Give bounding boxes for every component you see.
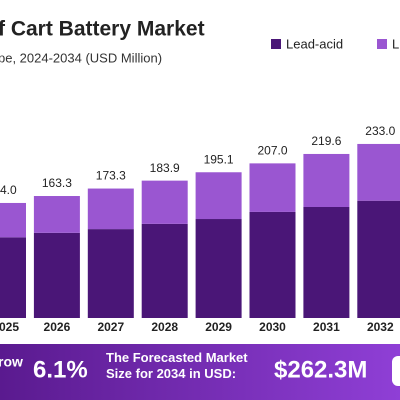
legend-swatch bbox=[377, 39, 387, 49]
x-tick-label: 2028 bbox=[151, 320, 178, 334]
x-tick-label: 2027 bbox=[97, 320, 124, 334]
legend-swatch bbox=[271, 39, 281, 49]
bar-segment bbox=[249, 163, 296, 212]
legend-label: Li bbox=[392, 36, 400, 51]
bar-segment bbox=[303, 206, 350, 318]
bar-segment bbox=[357, 143, 400, 201]
total-label: 219.6 bbox=[311, 134, 341, 148]
bar-segment bbox=[357, 200, 400, 318]
bar-segment bbox=[141, 180, 188, 224]
x-tick-label: 2029 bbox=[205, 320, 232, 334]
x-tick-label: 2030 bbox=[259, 320, 286, 334]
cagr-value: 6.1% bbox=[33, 356, 88, 383]
total-label: 173.3 bbox=[96, 169, 126, 183]
bar-segment bbox=[195, 172, 242, 220]
total-label: 207.0 bbox=[257, 144, 287, 158]
total-label: 4.0 bbox=[0, 183, 17, 197]
cagr-label: row bbox=[0, 354, 23, 370]
chart-title: f Cart Battery Market bbox=[0, 18, 205, 41]
bar-segment bbox=[0, 237, 26, 318]
bar-segment bbox=[87, 188, 134, 230]
banner bbox=[0, 344, 400, 400]
bar-segment bbox=[33, 232, 80, 318]
forecast-label-box: The Forecasted Market Size for 2034 in U… bbox=[106, 350, 248, 381]
x-tick-label: 2032 bbox=[367, 320, 394, 334]
legend-label: Lead-acid bbox=[286, 36, 343, 51]
chart-subtitle: pe, 2024-2034 (USD Million) bbox=[0, 50, 162, 65]
x-tick-label: 025 bbox=[0, 320, 19, 334]
bar-segment bbox=[0, 202, 26, 238]
total-label: 183.9 bbox=[150, 161, 180, 175]
bar-segment bbox=[249, 211, 296, 318]
total-label: 195.1 bbox=[204, 152, 234, 166]
bar-segment bbox=[195, 219, 242, 318]
total-label: 233.0 bbox=[365, 124, 395, 138]
forecast-value: $262.3M bbox=[274, 356, 367, 383]
forecast-label: The Forecasted Market Size for 2034 in U… bbox=[106, 350, 248, 381]
bar-segment bbox=[33, 196, 80, 233]
bar-segment bbox=[87, 229, 134, 318]
x-tick-label: 2026 bbox=[44, 320, 71, 334]
bar-segment bbox=[303, 153, 350, 207]
banner-badge bbox=[392, 356, 400, 386]
x-tick-label: 2031 bbox=[313, 320, 340, 334]
bar-segment bbox=[141, 223, 188, 318]
total-label: 163.3 bbox=[42, 176, 72, 190]
